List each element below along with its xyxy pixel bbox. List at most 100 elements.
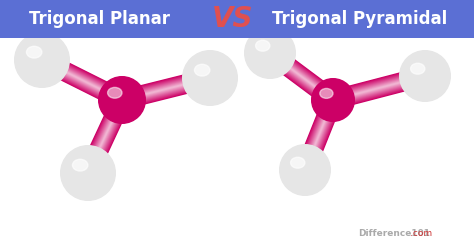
Circle shape [405, 57, 445, 95]
Circle shape [67, 152, 109, 194]
Circle shape [281, 146, 329, 194]
Circle shape [297, 162, 313, 178]
Circle shape [199, 67, 221, 89]
Circle shape [16, 34, 68, 86]
Circle shape [105, 83, 139, 117]
Circle shape [417, 67, 433, 85]
Circle shape [80, 165, 96, 181]
Circle shape [257, 40, 283, 66]
Circle shape [311, 79, 355, 122]
Circle shape [321, 89, 345, 112]
Circle shape [280, 145, 330, 195]
Text: .com: .com [410, 229, 432, 238]
Circle shape [326, 93, 340, 107]
Circle shape [100, 78, 144, 122]
Circle shape [68, 154, 108, 193]
Circle shape [38, 56, 46, 64]
Circle shape [107, 85, 137, 115]
Circle shape [419, 70, 431, 82]
Circle shape [424, 75, 426, 77]
Circle shape [31, 50, 53, 70]
Circle shape [328, 95, 337, 104]
Circle shape [404, 55, 446, 97]
Circle shape [76, 161, 100, 185]
Circle shape [27, 45, 57, 75]
Circle shape [115, 93, 129, 107]
Circle shape [185, 53, 235, 103]
Circle shape [104, 82, 140, 118]
Circle shape [246, 28, 295, 78]
Circle shape [297, 161, 313, 179]
Circle shape [420, 71, 430, 81]
Circle shape [86, 171, 90, 175]
Circle shape [69, 154, 107, 192]
Text: Trigonal Pyramidal: Trigonal Pyramidal [273, 10, 447, 28]
Circle shape [327, 93, 339, 107]
Ellipse shape [73, 159, 88, 171]
Circle shape [322, 89, 344, 111]
Circle shape [323, 90, 343, 110]
Ellipse shape [27, 46, 42, 58]
Circle shape [401, 51, 450, 101]
Circle shape [325, 92, 341, 108]
Circle shape [258, 41, 282, 65]
Circle shape [29, 47, 55, 73]
Circle shape [121, 99, 123, 101]
Circle shape [283, 148, 327, 192]
Circle shape [31, 49, 53, 71]
Circle shape [296, 161, 314, 179]
Circle shape [263, 46, 277, 60]
Circle shape [210, 77, 211, 79]
Circle shape [105, 83, 139, 117]
Circle shape [203, 71, 217, 85]
Circle shape [35, 53, 49, 67]
Circle shape [416, 67, 434, 85]
Circle shape [62, 146, 115, 200]
Circle shape [265, 48, 275, 58]
Circle shape [25, 43, 59, 77]
Circle shape [328, 95, 338, 105]
Circle shape [421, 72, 429, 80]
Circle shape [193, 61, 227, 95]
Circle shape [415, 66, 435, 86]
Circle shape [100, 78, 144, 122]
Circle shape [18, 35, 66, 85]
Circle shape [400, 51, 450, 101]
Circle shape [34, 52, 50, 68]
Circle shape [77, 162, 99, 184]
Circle shape [101, 79, 143, 121]
Circle shape [112, 90, 132, 110]
Circle shape [406, 57, 444, 95]
Circle shape [118, 96, 126, 104]
Circle shape [330, 97, 336, 103]
Circle shape [313, 80, 353, 120]
Circle shape [72, 157, 104, 189]
Circle shape [106, 84, 137, 116]
Circle shape [36, 54, 47, 66]
Circle shape [65, 151, 110, 195]
Circle shape [119, 98, 124, 102]
Circle shape [265, 48, 274, 58]
Circle shape [24, 42, 60, 78]
Circle shape [408, 59, 443, 93]
Circle shape [301, 165, 310, 175]
Circle shape [28, 46, 56, 74]
Circle shape [21, 39, 63, 81]
Circle shape [32, 50, 52, 70]
Circle shape [252, 35, 288, 71]
Circle shape [318, 85, 348, 115]
Circle shape [75, 160, 100, 186]
Circle shape [87, 172, 90, 174]
Circle shape [330, 97, 336, 103]
Circle shape [413, 64, 437, 88]
Circle shape [202, 70, 218, 86]
Circle shape [285, 151, 325, 189]
Circle shape [290, 155, 320, 185]
Circle shape [260, 43, 280, 63]
Circle shape [291, 156, 319, 184]
Circle shape [282, 147, 328, 193]
Circle shape [80, 165, 96, 181]
Circle shape [64, 149, 112, 197]
Circle shape [293, 158, 317, 182]
Ellipse shape [88, 174, 102, 185]
